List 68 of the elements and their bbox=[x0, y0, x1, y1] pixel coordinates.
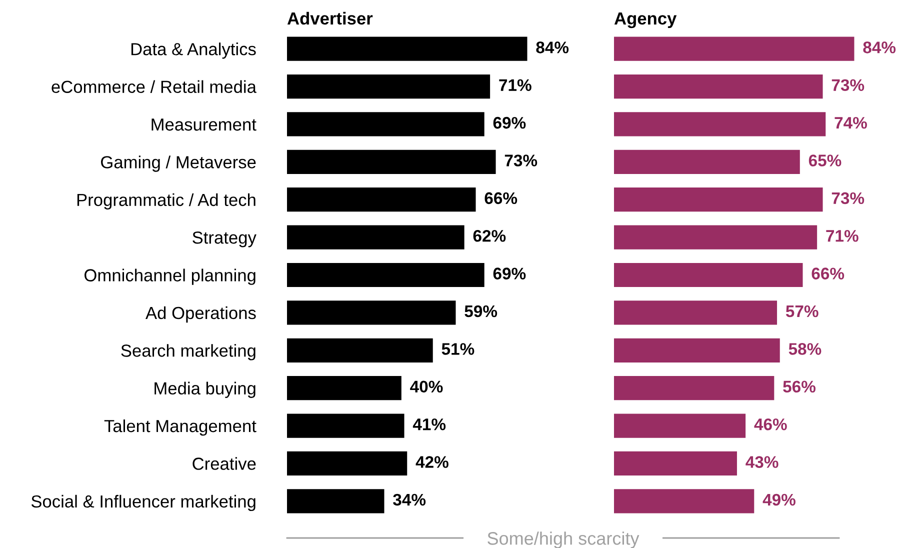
data-label: 56% bbox=[783, 380, 816, 393]
y-tick-label: Gaming / Metaverse bbox=[101, 156, 256, 172]
y-tick-label: Talent Management bbox=[104, 419, 256, 436]
bar bbox=[287, 300, 456, 325]
data-label: 84% bbox=[536, 42, 569, 54]
bar bbox=[614, 262, 803, 288]
bar bbox=[287, 188, 476, 212]
y-tick-label: Data & Analytics bbox=[131, 42, 256, 59]
chart-title: Agency bbox=[614, 12, 677, 28]
data-label: 65% bbox=[808, 154, 842, 166]
data-label: 74% bbox=[834, 116, 867, 129]
bar bbox=[287, 414, 404, 438]
y-tick-label: Measurement bbox=[152, 118, 256, 131]
data-label: 69% bbox=[493, 268, 526, 280]
y-tick-label: Creative bbox=[192, 457, 256, 470]
bar bbox=[287, 451, 408, 476]
data-label: 62% bbox=[473, 230, 506, 242]
bar bbox=[614, 451, 737, 476]
y-tick-label: eCommerce / Retail media bbox=[52, 80, 256, 93]
data-label: 69% bbox=[493, 116, 526, 129]
y-tick-label: Media buying bbox=[154, 382, 256, 398]
data-label: 42% bbox=[416, 456, 448, 468]
bar bbox=[614, 376, 774, 400]
bar bbox=[287, 225, 464, 250]
y-tick-label: Search marketing bbox=[121, 344, 256, 360]
bar bbox=[287, 150, 496, 174]
y-tick-label: Social & Influencer marketing bbox=[31, 494, 256, 512]
bar bbox=[287, 74, 490, 99]
data-label: 49% bbox=[762, 494, 796, 506]
data-label: 84% bbox=[863, 42, 896, 54]
bar bbox=[614, 188, 823, 212]
text: Some/high scarcity bbox=[488, 532, 640, 548]
bar bbox=[614, 74, 823, 99]
bar bbox=[614, 489, 754, 514]
y-tick-label: Omnichannel planning bbox=[84, 268, 256, 285]
bar bbox=[614, 225, 818, 250]
bar bbox=[287, 489, 384, 514]
data-label: 58% bbox=[788, 343, 822, 355]
chart-title: Advertiser bbox=[287, 12, 373, 25]
data-label: 71% bbox=[826, 230, 858, 242]
data-label: 73% bbox=[832, 192, 864, 204]
bar bbox=[614, 338, 780, 362]
bar bbox=[614, 36, 854, 61]
y-tick-label: Ad Operations bbox=[146, 306, 256, 323]
bar bbox=[287, 376, 402, 400]
bar bbox=[287, 262, 484, 288]
data-label: 66% bbox=[812, 268, 844, 280]
data-label: 41% bbox=[412, 418, 446, 430]
data-label: 40% bbox=[410, 380, 443, 393]
data-label: 59% bbox=[464, 305, 498, 318]
bar bbox=[614, 300, 778, 325]
data-label: 66% bbox=[484, 192, 518, 204]
bar bbox=[614, 150, 800, 174]
bar bbox=[287, 36, 528, 61]
data-label: 51% bbox=[442, 343, 474, 355]
data-label: 73% bbox=[504, 154, 538, 166]
y-tick-label: Programmatic / Ad tech bbox=[77, 193, 256, 210]
bar bbox=[287, 338, 433, 362]
data-label: 46% bbox=[754, 418, 787, 430]
bar bbox=[614, 112, 826, 136]
data-label: 71% bbox=[499, 79, 532, 91]
data-label: 43% bbox=[746, 456, 778, 468]
data-label: 57% bbox=[786, 305, 818, 318]
bar bbox=[614, 414, 746, 438]
y-tick-label: Strategy bbox=[192, 231, 256, 248]
bar bbox=[287, 112, 484, 136]
data-label: 34% bbox=[393, 494, 426, 506]
data-label: 73% bbox=[832, 79, 864, 92]
